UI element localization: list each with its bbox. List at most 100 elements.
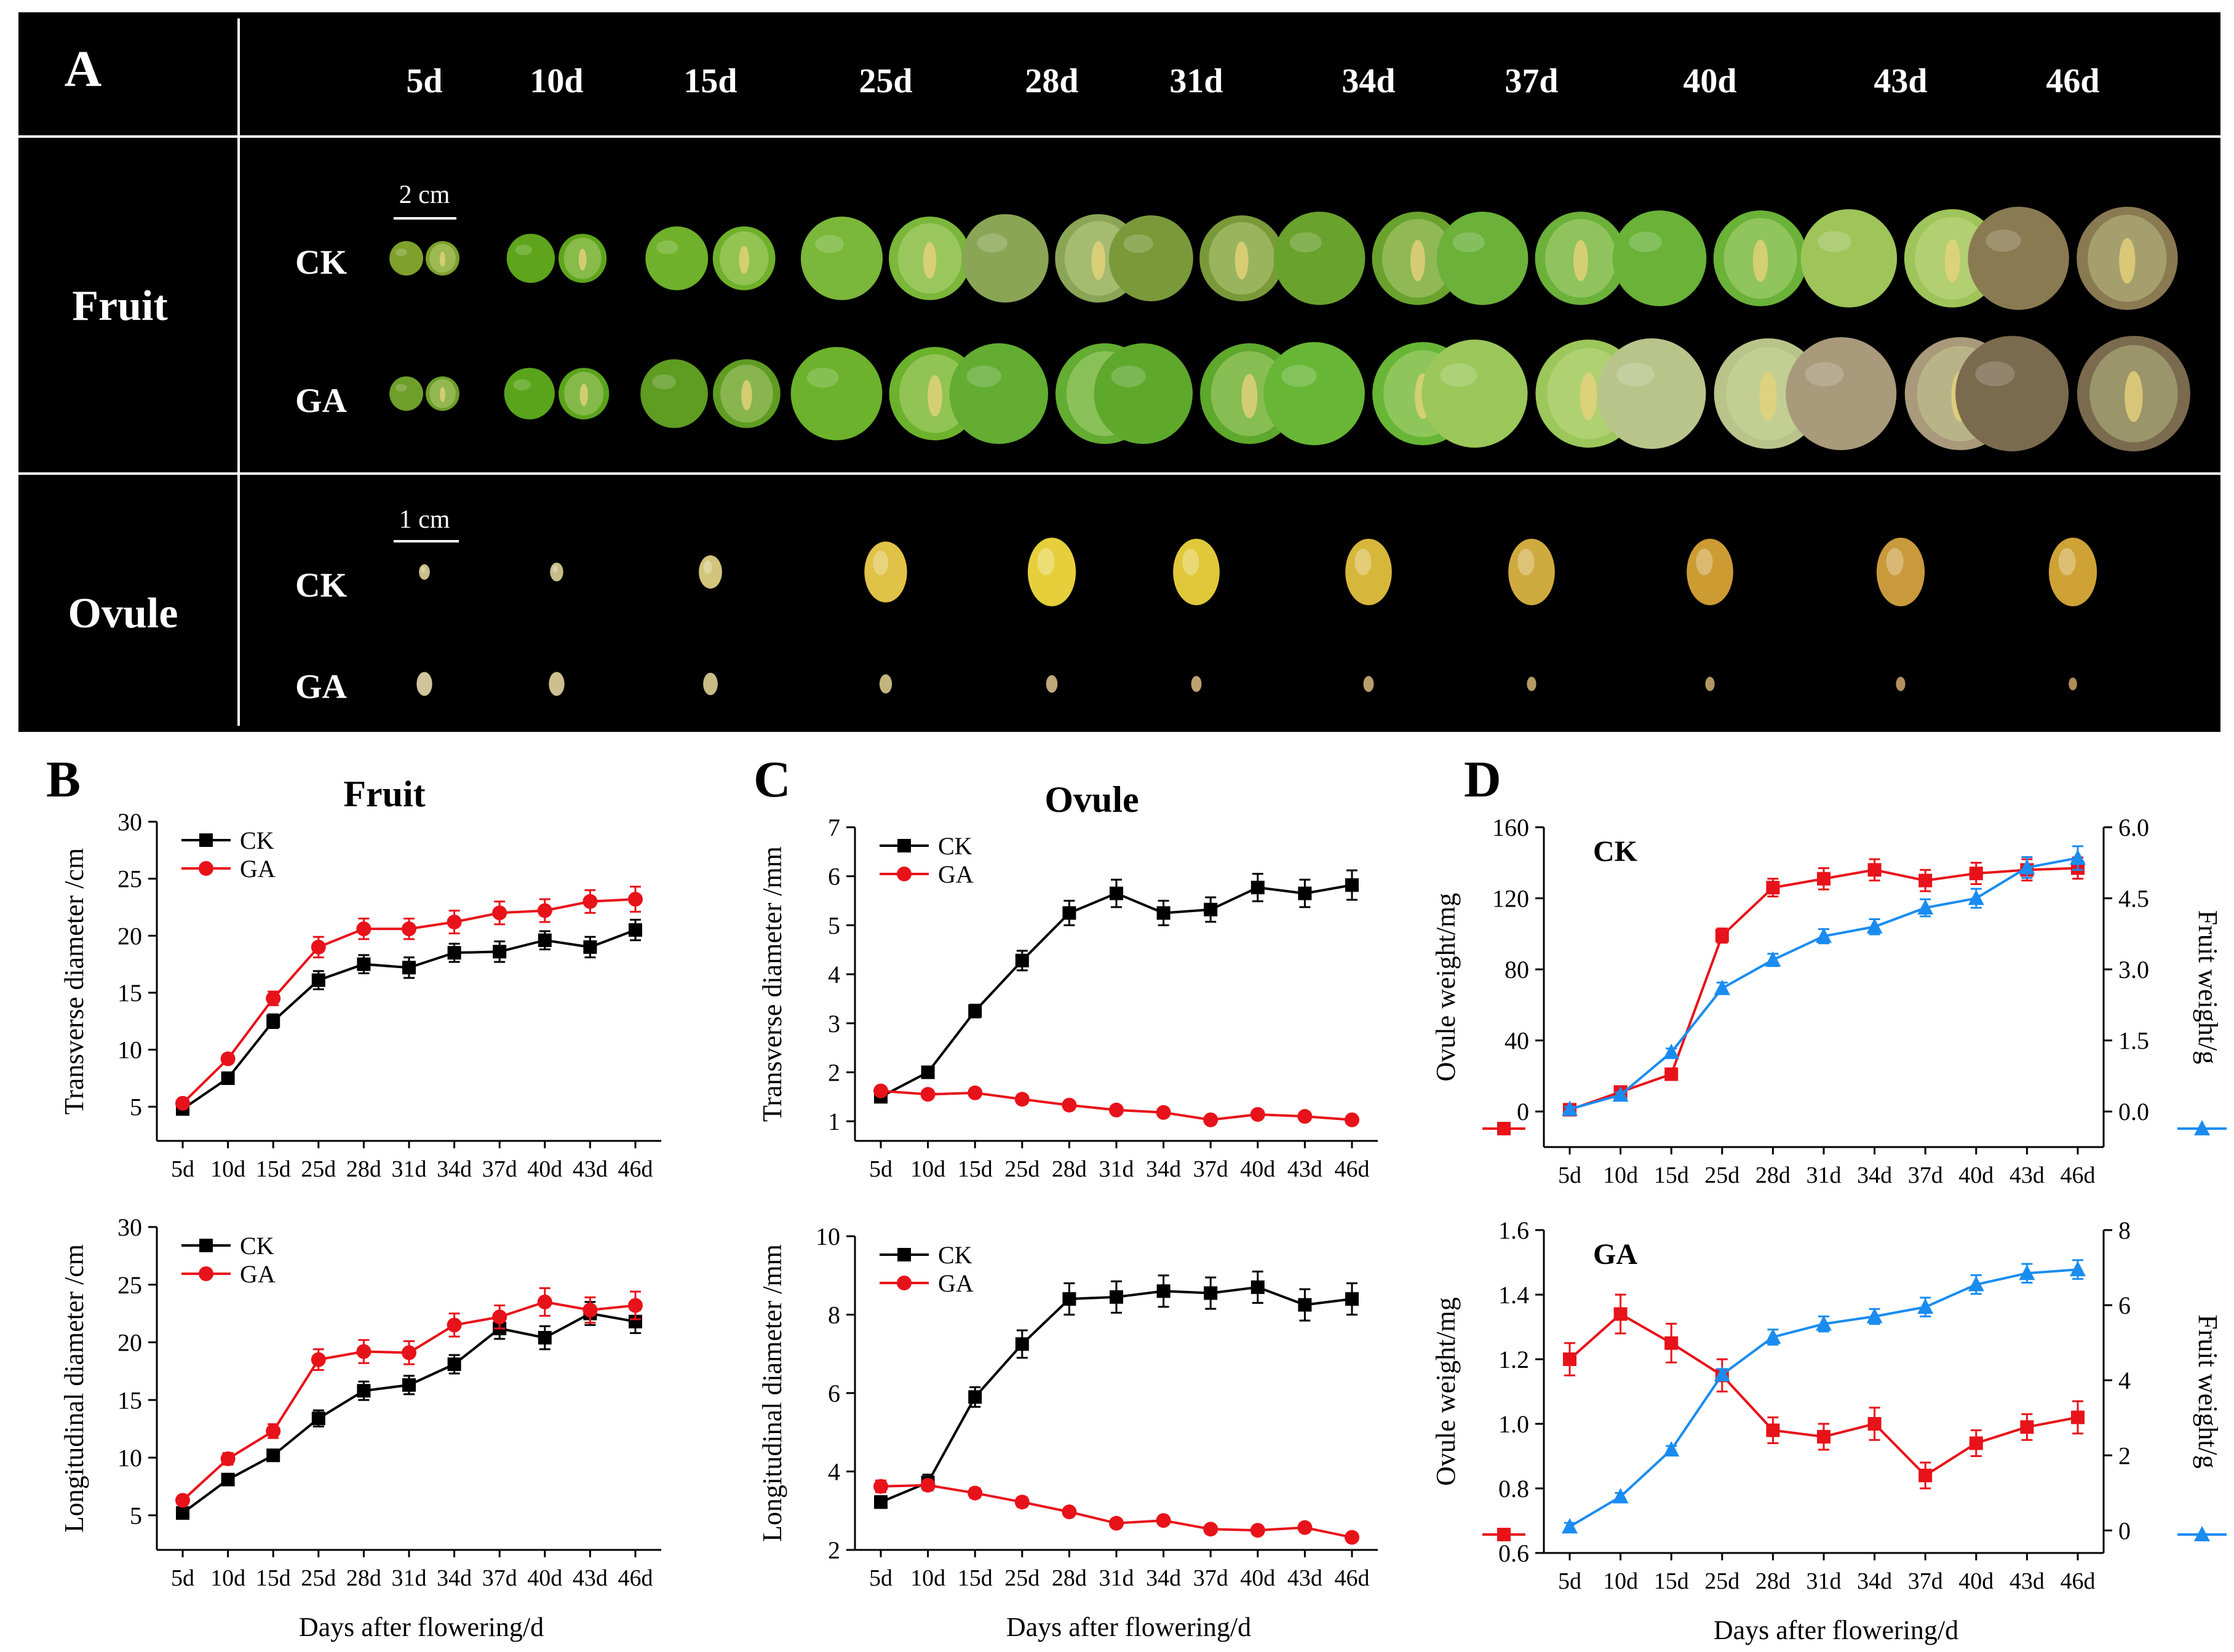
- ovule-highlight: [1886, 547, 1904, 576]
- data-point: [1345, 1112, 1359, 1127]
- fruit-whole: [1094, 343, 1193, 444]
- x-tick-label: 15d: [256, 1565, 291, 1591]
- data-point: [402, 1378, 416, 1392]
- x-tick-label: 40d: [1240, 1156, 1275, 1182]
- data-point: [1968, 1276, 1984, 1292]
- data-point: [1866, 918, 1883, 934]
- series-line: [1569, 857, 2078, 1111]
- data-point: [538, 1331, 552, 1344]
- fruit-whole: [506, 234, 555, 283]
- x-tick-label: 10d: [1603, 1162, 1638, 1188]
- data-point: [1109, 1515, 1124, 1531]
- fruit-whole: [389, 241, 423, 276]
- fruit-photo-ck-1: [506, 234, 607, 283]
- y-tick-label: 160: [1492, 814, 1529, 841]
- ovule-scale-bar: 1 cm: [394, 506, 459, 542]
- data-point: [1918, 873, 1933, 888]
- fruit-photo-ck-7: [1436, 212, 1627, 305]
- x-tick-label: 34d: [437, 1565, 472, 1591]
- legend-marker: [199, 861, 213, 876]
- fruit-whole: [800, 216, 883, 300]
- chart-title: Ovule: [1044, 779, 1139, 820]
- fruit-cut-seed: [1759, 371, 1777, 421]
- legend-marker: [897, 839, 911, 852]
- fruit-cut-seed: [440, 252, 445, 267]
- series-ga: [175, 886, 643, 1111]
- x-tick-label: 28d: [1755, 1568, 1791, 1594]
- y-tick-label: 30: [117, 808, 142, 836]
- fruit-highlight: [1805, 362, 1844, 387]
- data-point: [492, 1309, 507, 1325]
- data-point: [2020, 1420, 2034, 1434]
- fruit-photo-ck-5: [1108, 215, 1284, 301]
- x-tick-label: 31d: [1807, 1162, 1842, 1188]
- data-point: [1298, 1298, 1312, 1312]
- fruit-scale-bar: 2 cm: [394, 181, 456, 220]
- chart-inset-label: GA: [1593, 1238, 1637, 1271]
- y-tick-label: 1.4: [1498, 1281, 1529, 1309]
- y-axis-label: Longitudinal diameter /mm: [757, 1244, 787, 1542]
- fruit-highlight: [652, 374, 676, 389]
- fruit-highlight: [1281, 365, 1317, 387]
- x-tick-label: 5d: [869, 1565, 892, 1591]
- x-tick-label: 10d: [210, 1156, 245, 1182]
- y-tick-label: 7: [828, 814, 840, 841]
- y2-axis-label: Fruit weight/g: [2193, 1314, 2223, 1469]
- legend-label: GA: [240, 1260, 276, 1288]
- data-point: [1765, 951, 1781, 967]
- series-line: [880, 1285, 1353, 1504]
- y-tick-label: 40: [1505, 1027, 1529, 1055]
- data-point: [1062, 1097, 1077, 1113]
- ovule-photo-ga-6: [1363, 676, 1374, 692]
- data-point: [1014, 1092, 1030, 1107]
- x-tick-label: 37d: [482, 1565, 517, 1591]
- data-point: [1204, 1286, 1218, 1300]
- ovule-photo-ck-5: [1173, 539, 1220, 605]
- y-tick-label: 2: [828, 1536, 840, 1564]
- fruit-cut-seed: [1091, 240, 1106, 280]
- data-point: [873, 1083, 888, 1098]
- fruit-whole: [1612, 210, 1707, 306]
- data-point: [1766, 1423, 1780, 1437]
- y2-tick-label: 2: [2118, 1442, 2131, 1469]
- data-point: [1062, 1292, 1076, 1306]
- data-point: [266, 1448, 280, 1463]
- data-point: [628, 1298, 643, 1313]
- ovule-photo-ck-8: [1687, 539, 1733, 605]
- fruit-cut-seed: [1580, 372, 1597, 421]
- x-tick-label: 46d: [1335, 1156, 1370, 1182]
- fruit-photo-ga-2: [640, 359, 781, 428]
- fruit-highlight: [1986, 229, 2021, 252]
- y2-tick-label: 4.5: [2118, 885, 2149, 913]
- data-point: [311, 939, 326, 955]
- data-point: [1664, 1067, 1679, 1081]
- x-axis-label: Days after flowering/d: [1714, 1615, 1958, 1645]
- ovule-ck: [1345, 539, 1392, 605]
- y-tick-label: 1.2: [1498, 1346, 1529, 1373]
- x-tick-label: 31d: [1099, 1156, 1134, 1182]
- y-tick-label: 30: [117, 1213, 142, 1241]
- fruit-cut-seed: [578, 248, 587, 271]
- ovule-weight-legend-marker: [1497, 1122, 1511, 1135]
- x-tick-label: 15d: [1654, 1568, 1689, 1594]
- x-tick-label: 34d: [1857, 1568, 1892, 1594]
- day-header-5d: 5d: [406, 62, 442, 100]
- fruit-highlight: [513, 379, 531, 391]
- x-tick-label: 15d: [1654, 1162, 1689, 1188]
- fruit-whole: [1263, 342, 1365, 445]
- data-point: [1765, 1328, 1781, 1344]
- ovule-photo-ck-1: [550, 562, 563, 582]
- data-point: [1917, 1298, 1934, 1314]
- data-point: [1203, 1522, 1218, 1537]
- fruit-whole: [790, 347, 883, 440]
- legend-label: GA: [938, 1269, 974, 1297]
- data-point: [493, 945, 507, 959]
- y-tick-label: 25: [117, 865, 142, 893]
- y-tick-label: 0.8: [1498, 1475, 1529, 1503]
- data-point: [1867, 863, 1882, 877]
- y2-tick-label: 0: [2118, 1517, 2131, 1544]
- day-headers: 5d 10d 15d 25d 28d 31d 34d 37d 40d 43d 46d: [406, 62, 2099, 100]
- legend-marker: [897, 867, 912, 881]
- data-point: [1917, 899, 1934, 915]
- data-point: [357, 1384, 371, 1398]
